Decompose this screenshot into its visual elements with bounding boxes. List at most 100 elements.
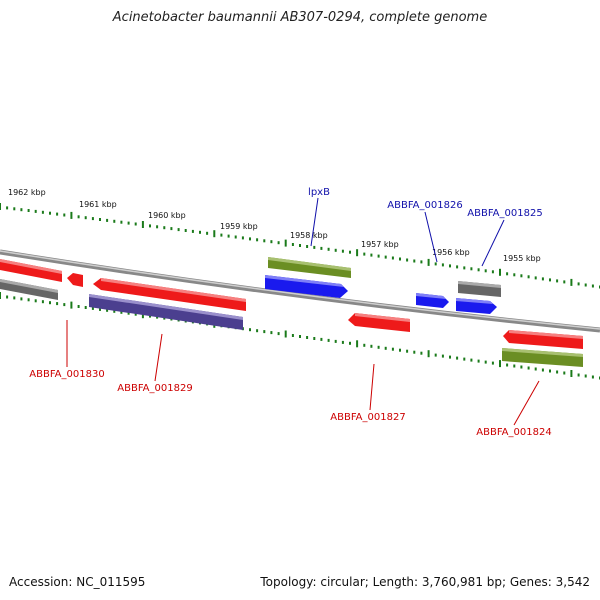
ruler-minor-tick xyxy=(541,277,544,281)
ruler-minor-tick xyxy=(313,245,316,249)
upper-ruler xyxy=(0,203,600,289)
cds-ABBFA_001824[interactable] xyxy=(503,330,583,349)
ruler-minor-tick xyxy=(384,255,387,259)
ruler-minor-tick xyxy=(34,299,37,303)
ruler-label-1961: 1961 kbp xyxy=(79,200,117,209)
ruler-minor-tick xyxy=(370,253,373,257)
ruler-minor-tick xyxy=(127,221,130,225)
ruler-minor-tick xyxy=(463,266,466,270)
ruler-minor-tick xyxy=(341,249,344,253)
leader-lpxB xyxy=(310,197,319,247)
ruler-minor-tick xyxy=(49,211,51,215)
ruler-minor-tick xyxy=(477,359,480,363)
ruler-minor-tick xyxy=(470,358,473,362)
ruler-major-tick xyxy=(356,340,359,348)
ruler-minor-tick xyxy=(120,310,123,314)
gene-label-ABBFA_001825: ABBFA_001825 xyxy=(467,208,542,219)
accession-text: Accession: NC_011595 xyxy=(9,575,146,589)
ruler-minor-tick xyxy=(120,220,123,224)
ruler-minor-tick xyxy=(513,364,516,368)
cds-ABBFA_001827[interactable] xyxy=(348,313,410,332)
ruler-minor-tick xyxy=(441,263,444,267)
ruler-minor-tick xyxy=(291,334,294,337)
ruler-minor-tick xyxy=(320,337,323,341)
ruler-minor-tick xyxy=(184,229,187,232)
ruler-minor-tick xyxy=(156,225,159,229)
ruler-minor-tick xyxy=(527,366,530,370)
ruler-minor-tick xyxy=(470,267,473,271)
ruler-minor-tick xyxy=(349,341,351,345)
ruler-minor-tick xyxy=(149,224,151,228)
ruler-minor-tick xyxy=(20,208,23,212)
ruler-minor-tick xyxy=(484,269,487,273)
ruler-minor-tick xyxy=(413,259,416,263)
ruler-major-tick xyxy=(499,360,501,368)
ruler-minor-tick xyxy=(456,265,459,269)
ruler-minor-tick xyxy=(134,312,137,316)
ruler-label-1959: 1959 kbp xyxy=(220,222,258,231)
ruler-minor-tick xyxy=(56,302,59,306)
ruler-minor-tick xyxy=(370,344,373,348)
ruler-minor-tick xyxy=(420,260,423,264)
ruler-minor-tick xyxy=(349,250,351,254)
ruler-label-1956: 1956 kbp xyxy=(432,248,470,257)
ruler-major-tick xyxy=(427,350,430,358)
ruler-minor-tick xyxy=(549,369,551,373)
ruler-minor-tick xyxy=(263,330,266,334)
genome-summary-text: Topology: circular; Length: 3,760,981 bp… xyxy=(260,575,590,589)
ruler-major-tick xyxy=(0,203,1,210)
cds-ABBFA_001826[interactable] xyxy=(416,293,449,308)
ruler-minor-tick xyxy=(341,340,344,344)
ruler-minor-tick xyxy=(249,328,251,332)
gene-label-ABBFA_001830: ABBFA_001830 xyxy=(29,369,104,380)
ruler-minor-tick xyxy=(577,373,580,377)
ruler-minor-tick xyxy=(206,231,209,235)
ruler-minor-tick xyxy=(556,370,559,374)
ruler-label-1958: 1958 kbp xyxy=(290,231,328,240)
ruler-minor-tick xyxy=(256,329,259,333)
ruler-minor-tick xyxy=(127,311,130,315)
ruler-minor-tick xyxy=(56,212,59,216)
gene-label-ABBFA_001826: ABBFA_001826 xyxy=(387,200,462,211)
ruler-minor-tick xyxy=(106,308,109,312)
gene-label-ABBFA_001824: ABBFA_001824 xyxy=(476,427,551,438)
feature-gray-left xyxy=(0,279,58,300)
gene-label-ABBFA_001829: ABBFA_001829 xyxy=(117,383,192,394)
cds-ABBFA_001830[interactable] xyxy=(67,273,83,287)
leader-ABBFA_001826 xyxy=(424,211,438,263)
ruler-minor-tick xyxy=(534,276,537,280)
ruler-minor-tick xyxy=(63,213,66,217)
ruler-minor-tick xyxy=(384,346,387,350)
ruler-minor-tick xyxy=(513,273,516,277)
cds-ABBFA_001829[interactable] xyxy=(93,278,246,311)
ruler-minor-tick xyxy=(520,365,523,369)
ruler-minor-tick xyxy=(27,298,30,302)
ruler-minor-tick xyxy=(77,305,80,308)
ruler-major-tick xyxy=(213,230,216,238)
ruler-minor-tick xyxy=(41,210,44,214)
ruler-minor-tick xyxy=(549,278,551,282)
leader-ABBFA_001829 xyxy=(154,333,163,382)
ruler-minor-tick xyxy=(6,295,9,299)
ruler-minor-tick xyxy=(77,215,80,219)
ruler-minor-tick xyxy=(584,374,587,378)
ruler-major-tick xyxy=(284,239,287,247)
cds-ABBFA_001825[interactable] xyxy=(456,298,497,314)
ruler-minor-tick xyxy=(313,337,316,340)
ruler-major-tick xyxy=(70,211,73,219)
ruler-minor-tick xyxy=(291,243,294,246)
ruler-major-tick xyxy=(356,249,359,257)
ruler-minor-tick xyxy=(270,331,273,335)
ruler-minor-tick xyxy=(256,238,259,242)
ruler-minor-tick xyxy=(84,306,87,309)
genome-backbone-highlight xyxy=(0,250,600,330)
leader-ABBFA_001827 xyxy=(369,363,375,411)
ruler-minor-tick xyxy=(506,363,509,367)
cds-lpxB[interactable] xyxy=(265,275,348,298)
ruler-minor-tick xyxy=(399,257,401,261)
ruler-minor-tick xyxy=(234,235,237,239)
ruler-minor-tick xyxy=(91,217,94,221)
ruler-minor-tick xyxy=(363,252,366,256)
cds-left-red-upper xyxy=(0,259,62,282)
ruler-minor-tick xyxy=(6,206,9,210)
